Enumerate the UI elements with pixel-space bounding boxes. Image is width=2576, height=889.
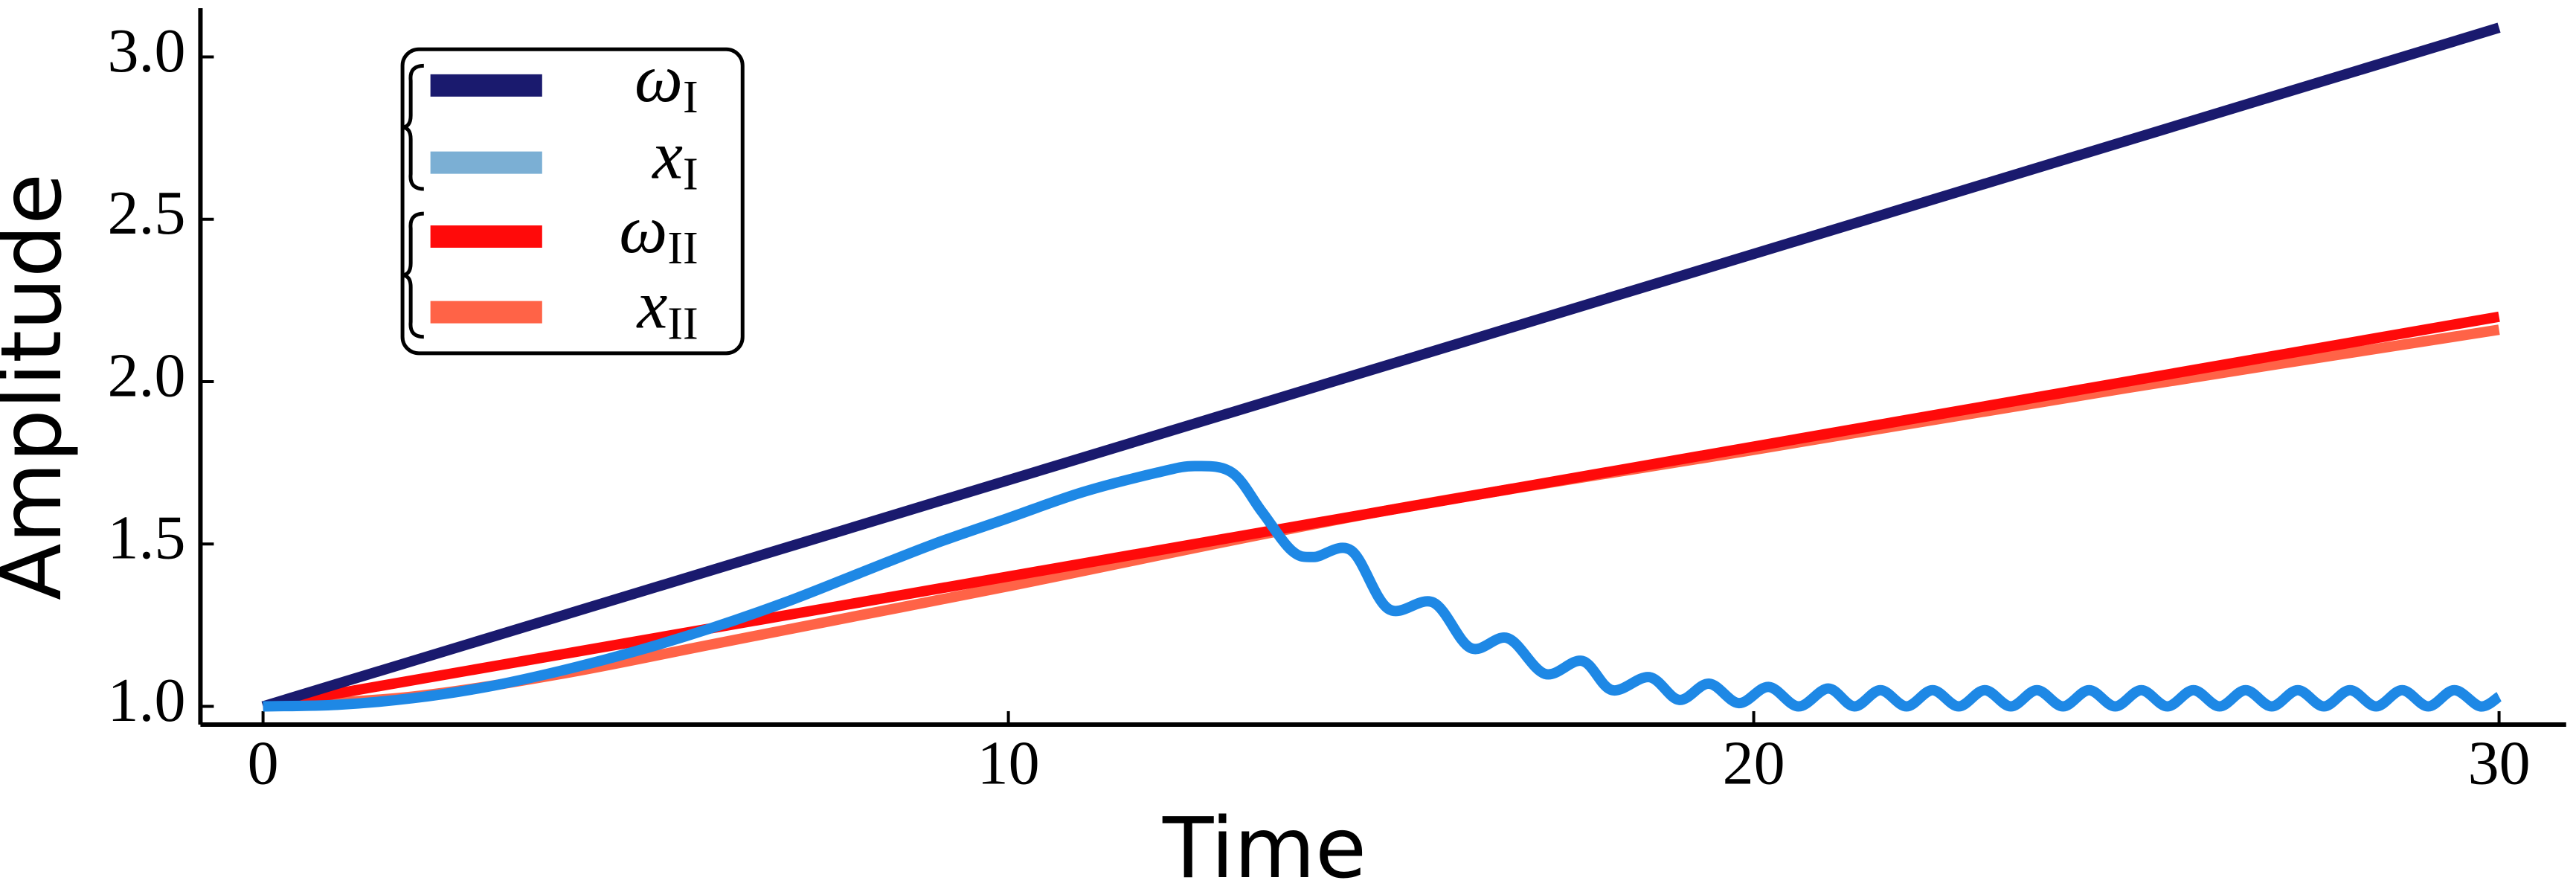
x-tick-label: 30 [2468, 728, 2531, 797]
legend-subscript: I [683, 150, 698, 200]
legend-subscript: II [667, 223, 698, 274]
series-line [263, 460, 2502, 712]
legend-box [400, 47, 745, 356]
legend-name: ω [619, 191, 667, 267]
series-line [262, 311, 2500, 712]
y-tick-label: 1.5 [107, 504, 185, 573]
legend-label: ωI [635, 40, 698, 123]
legend-label: xI [651, 118, 698, 200]
legend-name: x [651, 118, 683, 193]
legend-name: x [635, 267, 667, 343]
x-tick-label: 20 [1723, 728, 1785, 797]
legend-name: ω [635, 40, 683, 116]
series-line [261, 22, 2501, 712]
y-tick-label: 1.0 [107, 666, 185, 735]
y-tick-label: 2.5 [107, 179, 185, 248]
x-tick-label: 10 [977, 728, 1040, 797]
legend-subscript: II [667, 299, 698, 350]
legend-label: ωII [619, 191, 698, 274]
x-axis-label: Time [1162, 800, 1366, 889]
legend-subscript: I [683, 72, 698, 123]
y-axis-label: Amplitude [0, 173, 80, 600]
y-tick-label: 2.0 [107, 341, 185, 410]
legend-label: xII [635, 267, 698, 350]
x-tick-label: 0 [248, 728, 279, 797]
y-tick-label: 3.0 [107, 16, 185, 86]
